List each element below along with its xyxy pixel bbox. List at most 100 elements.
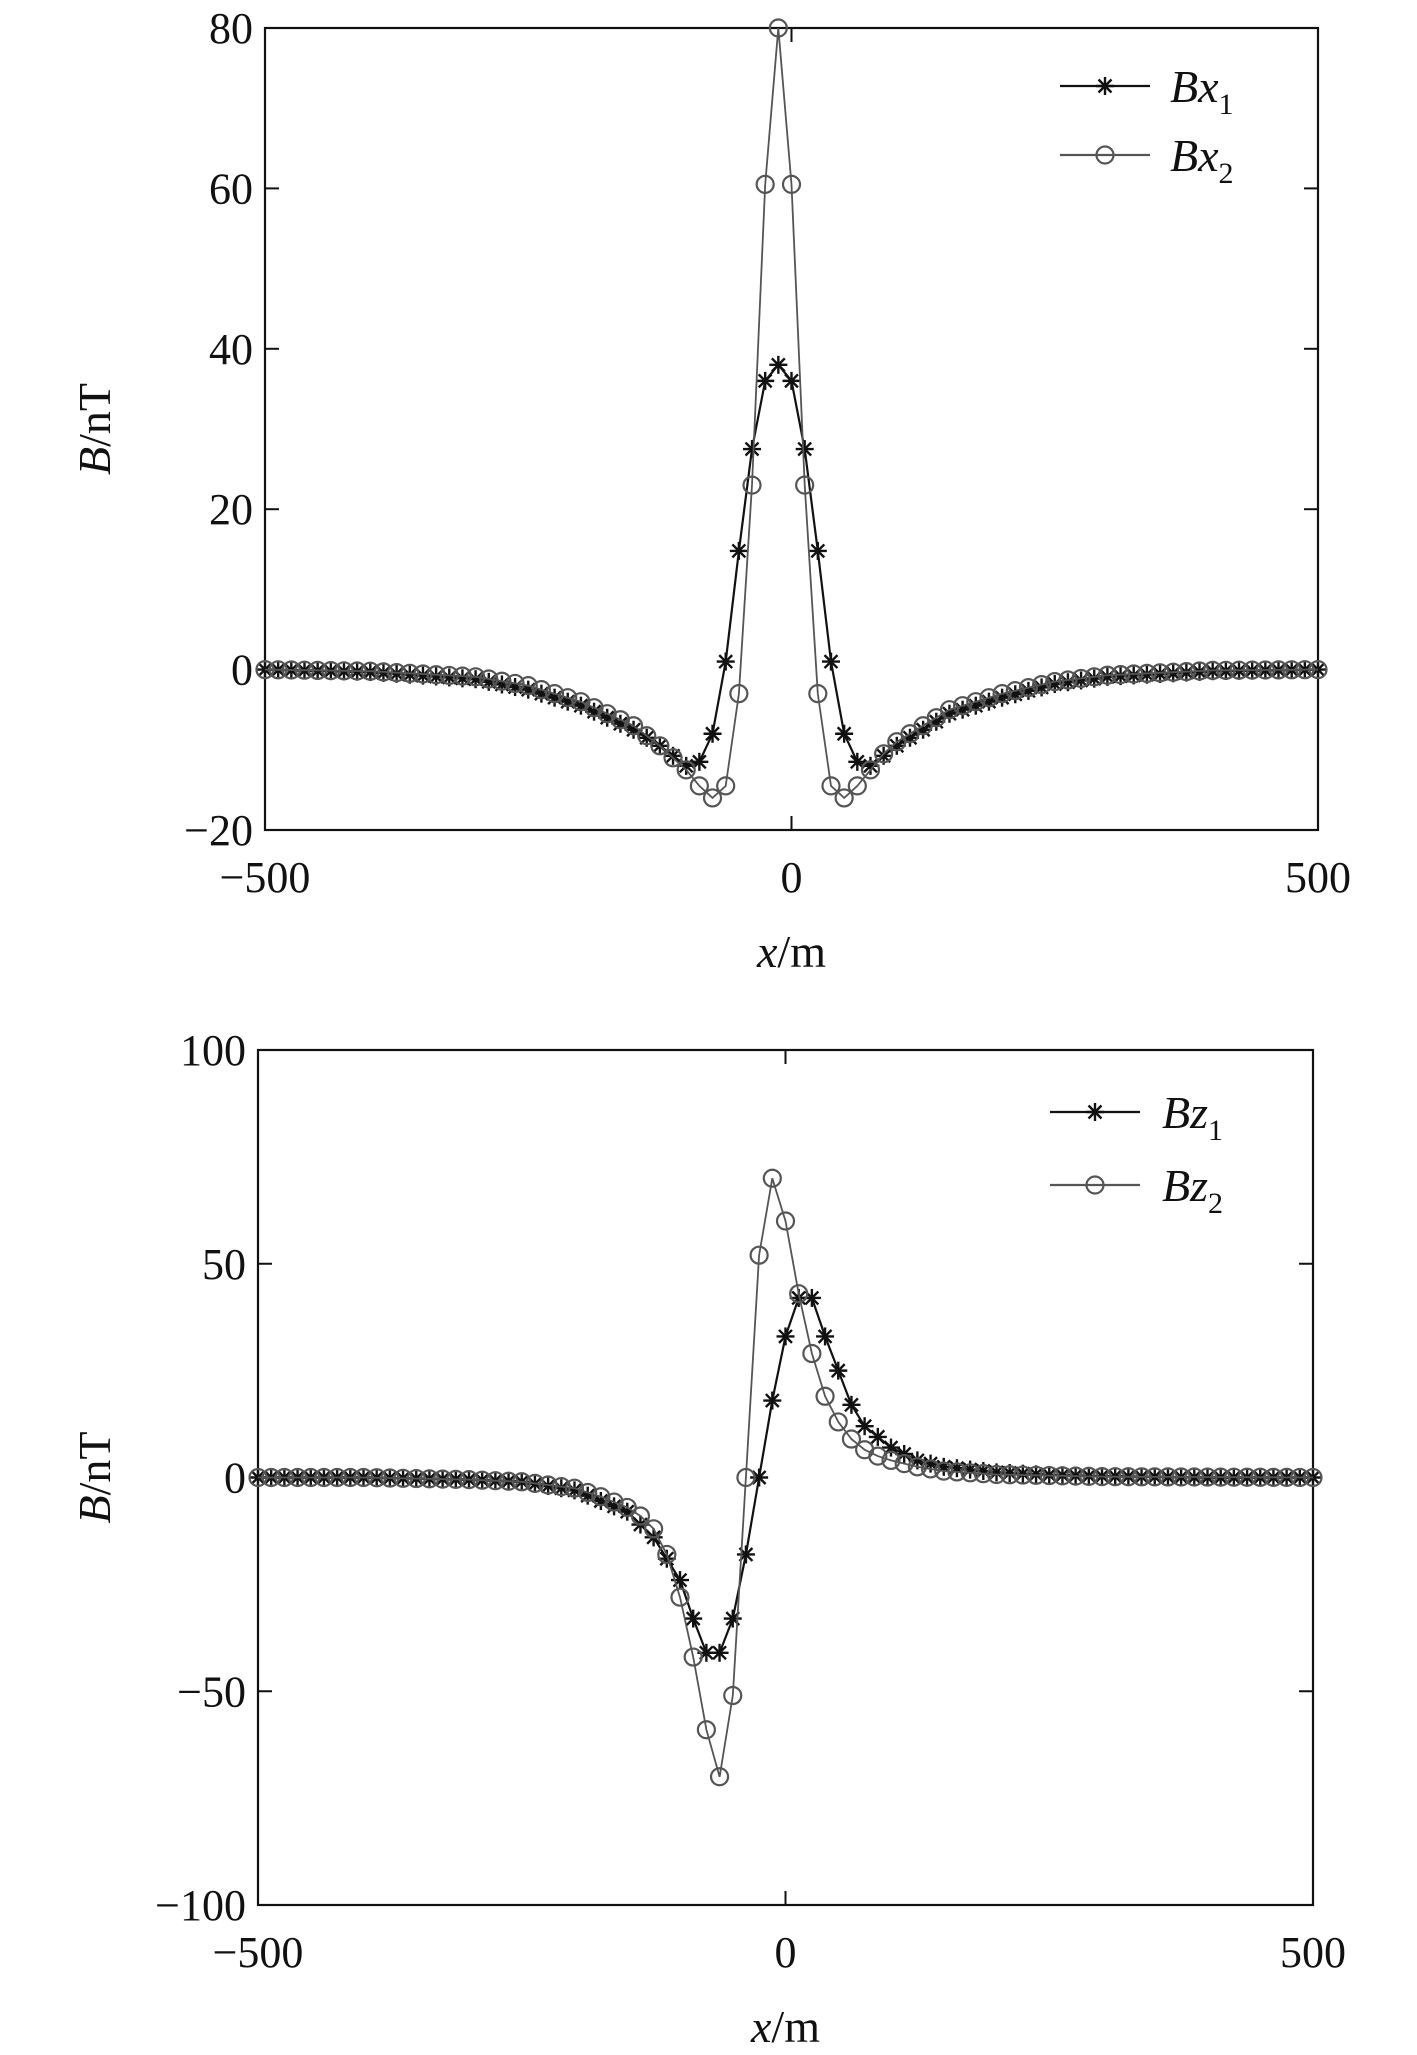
data-point-Bz1 [829, 1361, 848, 1380]
data-point-Bz2 [340, 1467, 360, 1488]
data-point-Bz2 [287, 1467, 308, 1488]
data-point-Bx2 [1031, 675, 1052, 695]
data-point-Bx1 [729, 541, 748, 560]
data-point-Bz2 [762, 1168, 782, 1188]
legend-entry-Bx2: Bx2 [1060, 130, 1234, 190]
data-point-Bx2 [702, 788, 723, 808]
data-point-Bz2 [459, 1470, 479, 1490]
x-axis-variable: x [756, 926, 778, 977]
data-point-Bz1 [684, 1609, 703, 1628]
data-point-Bx1 [769, 355, 788, 374]
data-point-Bx2 [1005, 681, 1025, 701]
data-point-Bx2 [544, 684, 565, 704]
y-tick-label: −100 [155, 1881, 246, 1930]
data-point-Bx1 [756, 371, 775, 390]
data-point-Bx2 [966, 692, 986, 712]
data-point-Bx2 [874, 744, 894, 764]
data-point-Bz2 [709, 1767, 730, 1787]
legend-label-subscript: 2 [1208, 1187, 1223, 1220]
data-point-Bx2 [505, 673, 525, 694]
data-point-Bz2 [802, 1343, 822, 1364]
data-point-Bx2 [1255, 660, 1275, 680]
legend-label: Bz2 [1162, 1160, 1223, 1220]
data-point-Bz1 [868, 1427, 887, 1446]
data-point-Bx2 [1308, 659, 1328, 680]
data-point-Bz2 [446, 1469, 466, 1489]
data-point-Bx2 [518, 676, 538, 696]
data-point-Bz2 [947, 1462, 967, 1482]
data-point-Bz2 [327, 1467, 347, 1488]
data-point-Bz2 [538, 1475, 558, 1495]
data-point-Bz2 [723, 1685, 743, 1706]
data-point-Bx2 [426, 665, 446, 685]
y-axis-label: B/nT [69, 1432, 120, 1524]
data-point-Bz2 [248, 1467, 268, 1488]
data-point-Bz2 [1052, 1466, 1073, 1486]
data-point-Bx2 [808, 684, 828, 704]
data-point-Bx1 [835, 724, 854, 743]
legend-label: Bx1 [1170, 61, 1234, 121]
data-point-Bx2 [452, 666, 473, 686]
data-point-Bz2 [881, 1450, 901, 1471]
data-point-Bz2 [1039, 1465, 1059, 1486]
y-axis-label: B/nT [69, 383, 120, 475]
data-point-Bx2 [387, 663, 407, 683]
x-axis-unit: /m [777, 926, 826, 977]
data-point-Bx2 [1295, 660, 1315, 680]
data-point-Bz2 [498, 1471, 519, 1491]
data-point-Bx2 [729, 684, 749, 704]
data-point-Bz2 [1013, 1465, 1033, 1485]
data-point-Bx1 [808, 541, 827, 560]
data-point-Bx2 [281, 660, 301, 680]
y-tick-label: −20 [184, 806, 253, 855]
data-point-Bx1 [782, 371, 801, 390]
data-point-Bx1 [821, 652, 840, 671]
legend-label-main: Bx [1170, 61, 1219, 112]
data-point-Bz2 [393, 1468, 413, 1488]
data-point-Bz2 [353, 1467, 374, 1488]
data-point-Bx2 [1137, 663, 1157, 684]
data-point-Bz2 [894, 1454, 914, 1474]
x-tick-label: 500 [1285, 853, 1351, 902]
y-tick-label: 50 [202, 1240, 246, 1289]
legend-marker [1085, 1175, 1105, 1195]
data-point-Bx2 [360, 661, 380, 681]
data-point-Bz2 [472, 1470, 492, 1490]
data-point-Bz2 [433, 1469, 453, 1489]
data-point-Bx2 [466, 667, 486, 687]
data-point-Bz2 [868, 1446, 888, 1466]
series-Bz2 [248, 1168, 1323, 1787]
legend-label-main: Bz [1162, 1160, 1208, 1211]
data-point-Bx2 [992, 684, 1012, 704]
data-point-Bz2 [591, 1487, 611, 1507]
data-point-Bz1 [816, 1327, 835, 1346]
legend-entry-Bx1: Bx1 [1060, 61, 1234, 121]
data-point-Bz2 [1184, 1467, 1204, 1487]
legend-marker [1095, 145, 1115, 165]
legend-marker [1096, 77, 1114, 95]
legend-entry-Bz1: Bz1 [1050, 1087, 1223, 1147]
y-axis-unit: /nT [69, 383, 120, 447]
data-point-Bx2 [1018, 678, 1039, 698]
x-tick-label: 0 [775, 1928, 797, 1977]
data-point-Bx2 [979, 688, 999, 708]
data-point-Bx2 [308, 660, 328, 681]
data-point-Bz2 [973, 1464, 993, 1484]
data-point-Bx2 [321, 661, 341, 681]
data-point-Bz2 [406, 1468, 426, 1489]
data-point-Bz2 [1092, 1467, 1112, 1487]
data-point-Bx1 [848, 752, 867, 771]
data-point-Bz2 [551, 1476, 571, 1497]
y-tick-label: 40 [209, 325, 253, 374]
data-point-Bx2 [650, 736, 670, 756]
data-point-Bx2 [1216, 660, 1236, 680]
x-tick-label: −500 [213, 1928, 304, 1977]
data-point-Bx2 [479, 669, 499, 689]
data-point-Bz2 [775, 1211, 796, 1231]
data-point-Bx2 [834, 788, 854, 808]
data-point-Bx1 [914, 720, 933, 739]
legend-label: Bz1 [1162, 1087, 1223, 1147]
data-point-Bz2 [1303, 1467, 1323, 1488]
